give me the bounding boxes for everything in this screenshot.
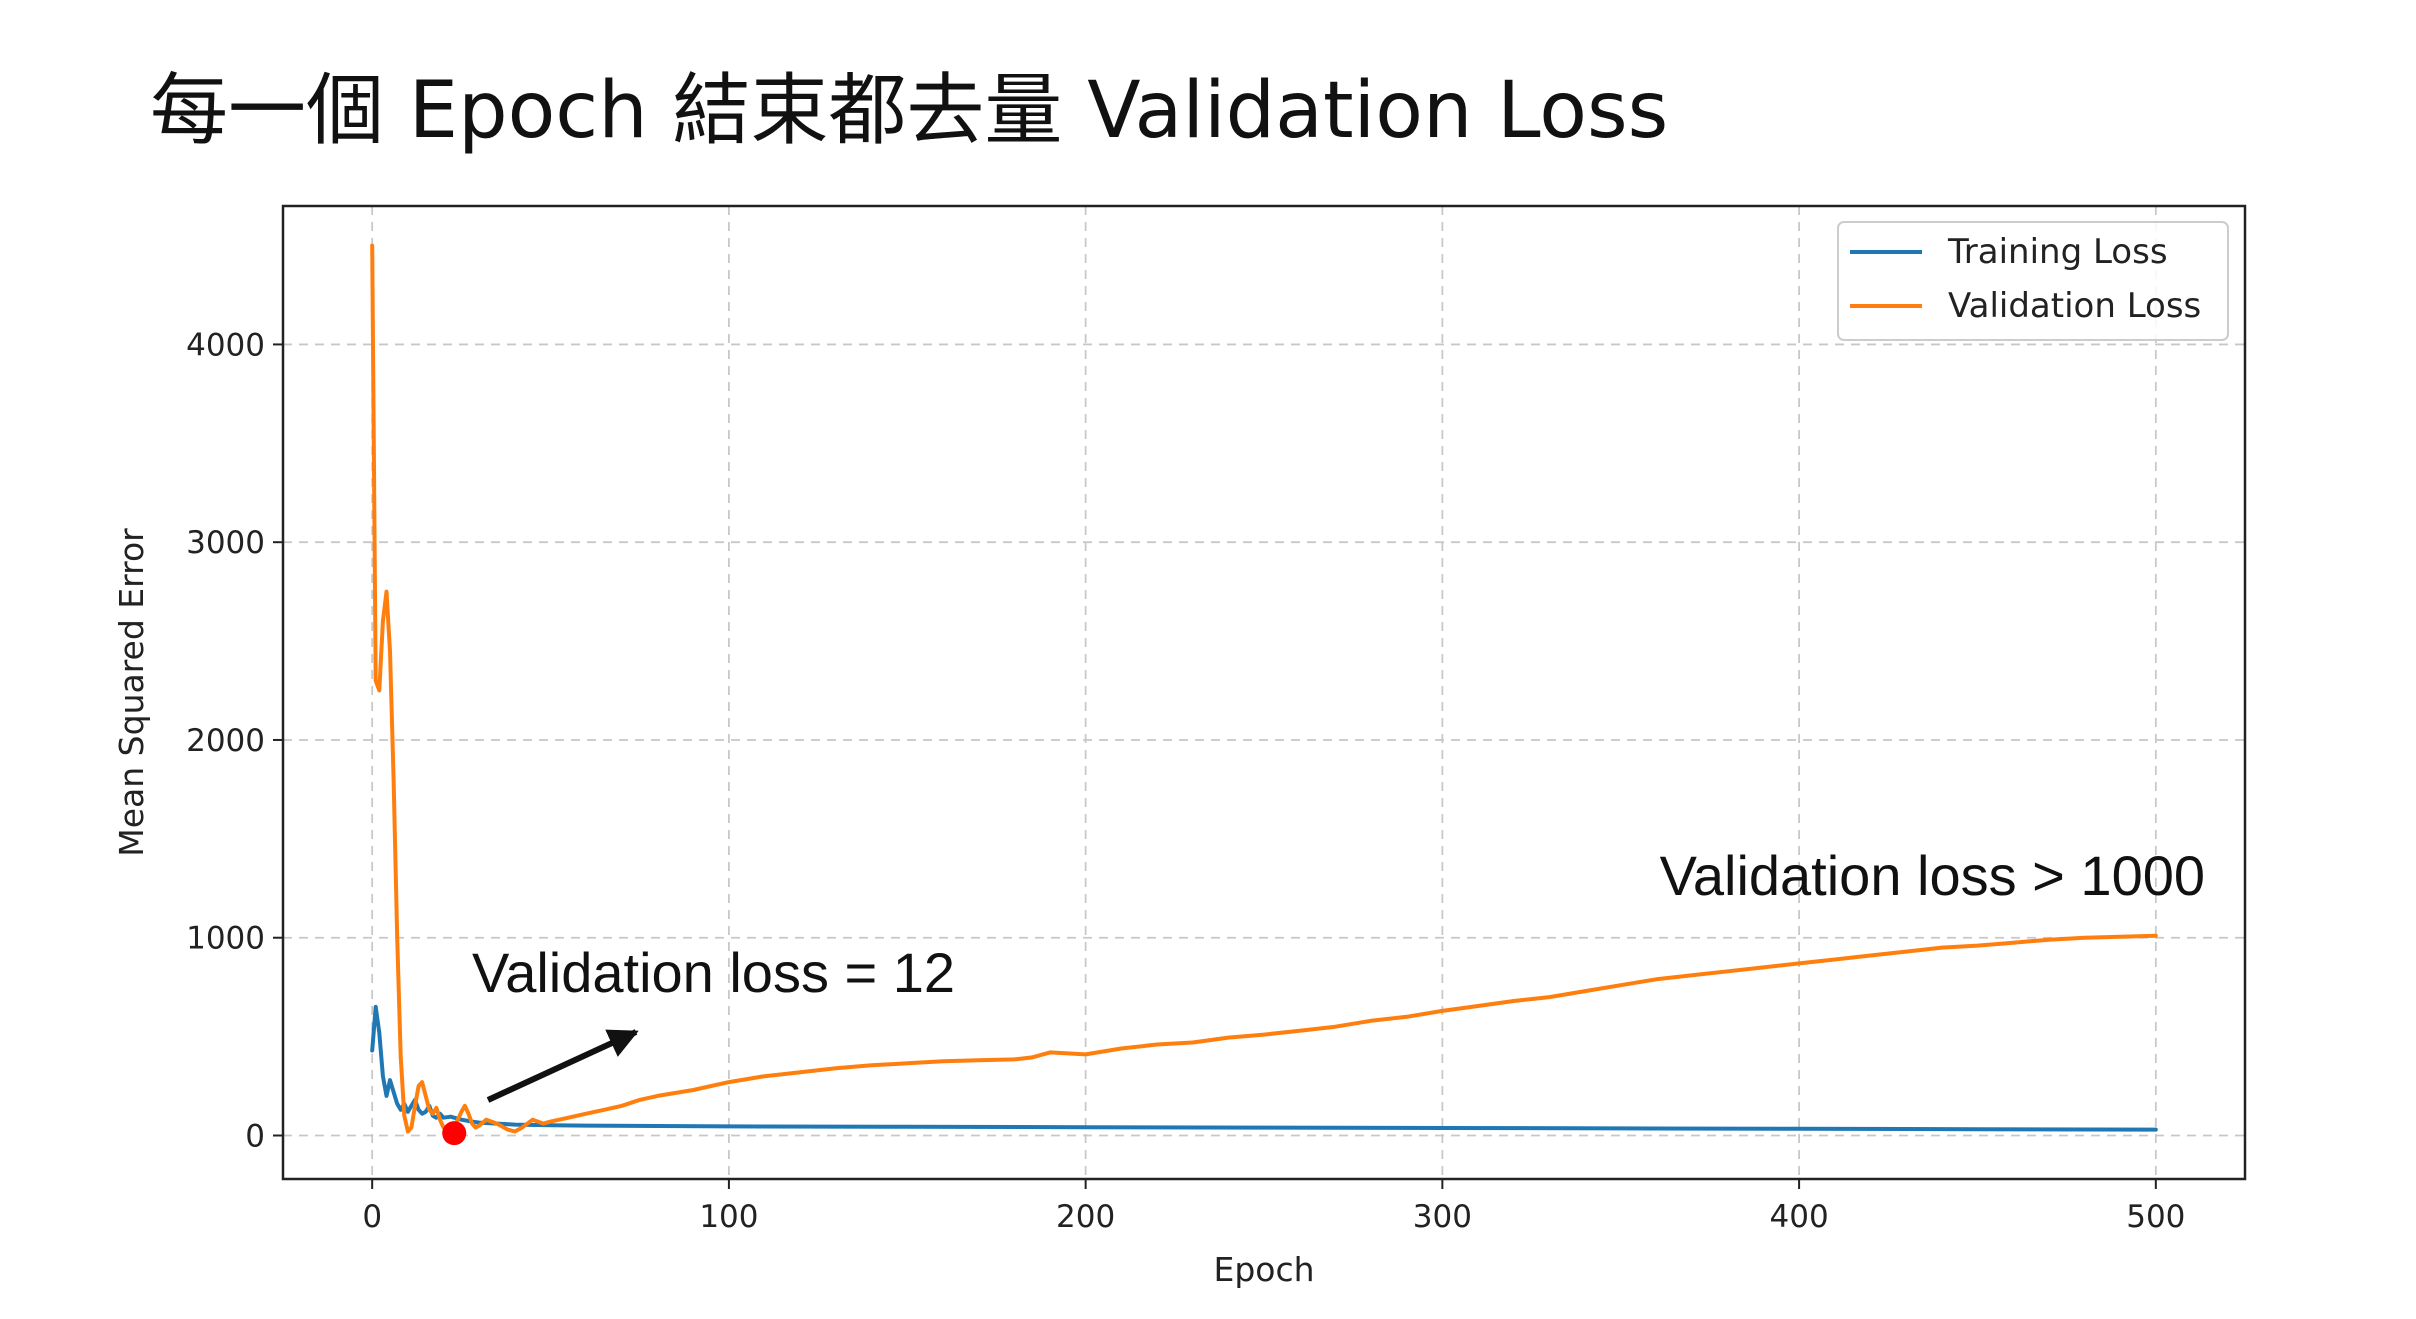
grid-lines [283, 206, 2245, 1179]
axes: 0 100 200 300 400 500 0 1000 2000 3000 4000 Epoch Me… [112, 327, 2185, 1289]
x-tick-label: 0 [362, 1199, 382, 1235]
y-tick-label: 1000 [186, 921, 265, 957]
annotation-high-loss: Validation loss > 1000 [1660, 844, 2205, 907]
series-lines [370, 243, 2158, 1134]
x-tick-label: 400 [1770, 1199, 1829, 1235]
x-tick-label: 500 [2126, 1199, 2185, 1235]
y-tick-label: 3000 [186, 525, 265, 561]
y-tick-label: 4000 [186, 327, 265, 363]
plot-area [281, 204, 2247, 1181]
legend-box [1837, 221, 2229, 341]
y-tick-label: 0 [245, 1118, 265, 1154]
x-tick-label: 200 [1056, 1199, 1115, 1235]
min-validation-point [442, 1121, 467, 1146]
legend-label: Training Loss [1947, 232, 2168, 272]
legend: Training Loss Validation Loss [1837, 221, 2229, 341]
annotation-min-loss: Validation loss = 12 [472, 941, 955, 1004]
training-loss-line [370, 1004, 2158, 1132]
annotation-arrow [486, 1029, 639, 1103]
x-axis-title: Epoch [1213, 1250, 1314, 1289]
x-tick-label: 100 [699, 1199, 758, 1235]
y-axis-title: Mean Squared Error [112, 528, 151, 857]
y-tick-label: 2000 [186, 723, 265, 759]
validation-loss-line [370, 243, 2158, 1134]
highlight-layer [442, 1121, 467, 1146]
x-tick-label: 300 [1413, 1199, 1472, 1235]
slide-title: 每一個 Epoch 結束都去量 Validation Loss [150, 66, 1669, 156]
legend-label: Validation Loss [1948, 286, 2201, 326]
